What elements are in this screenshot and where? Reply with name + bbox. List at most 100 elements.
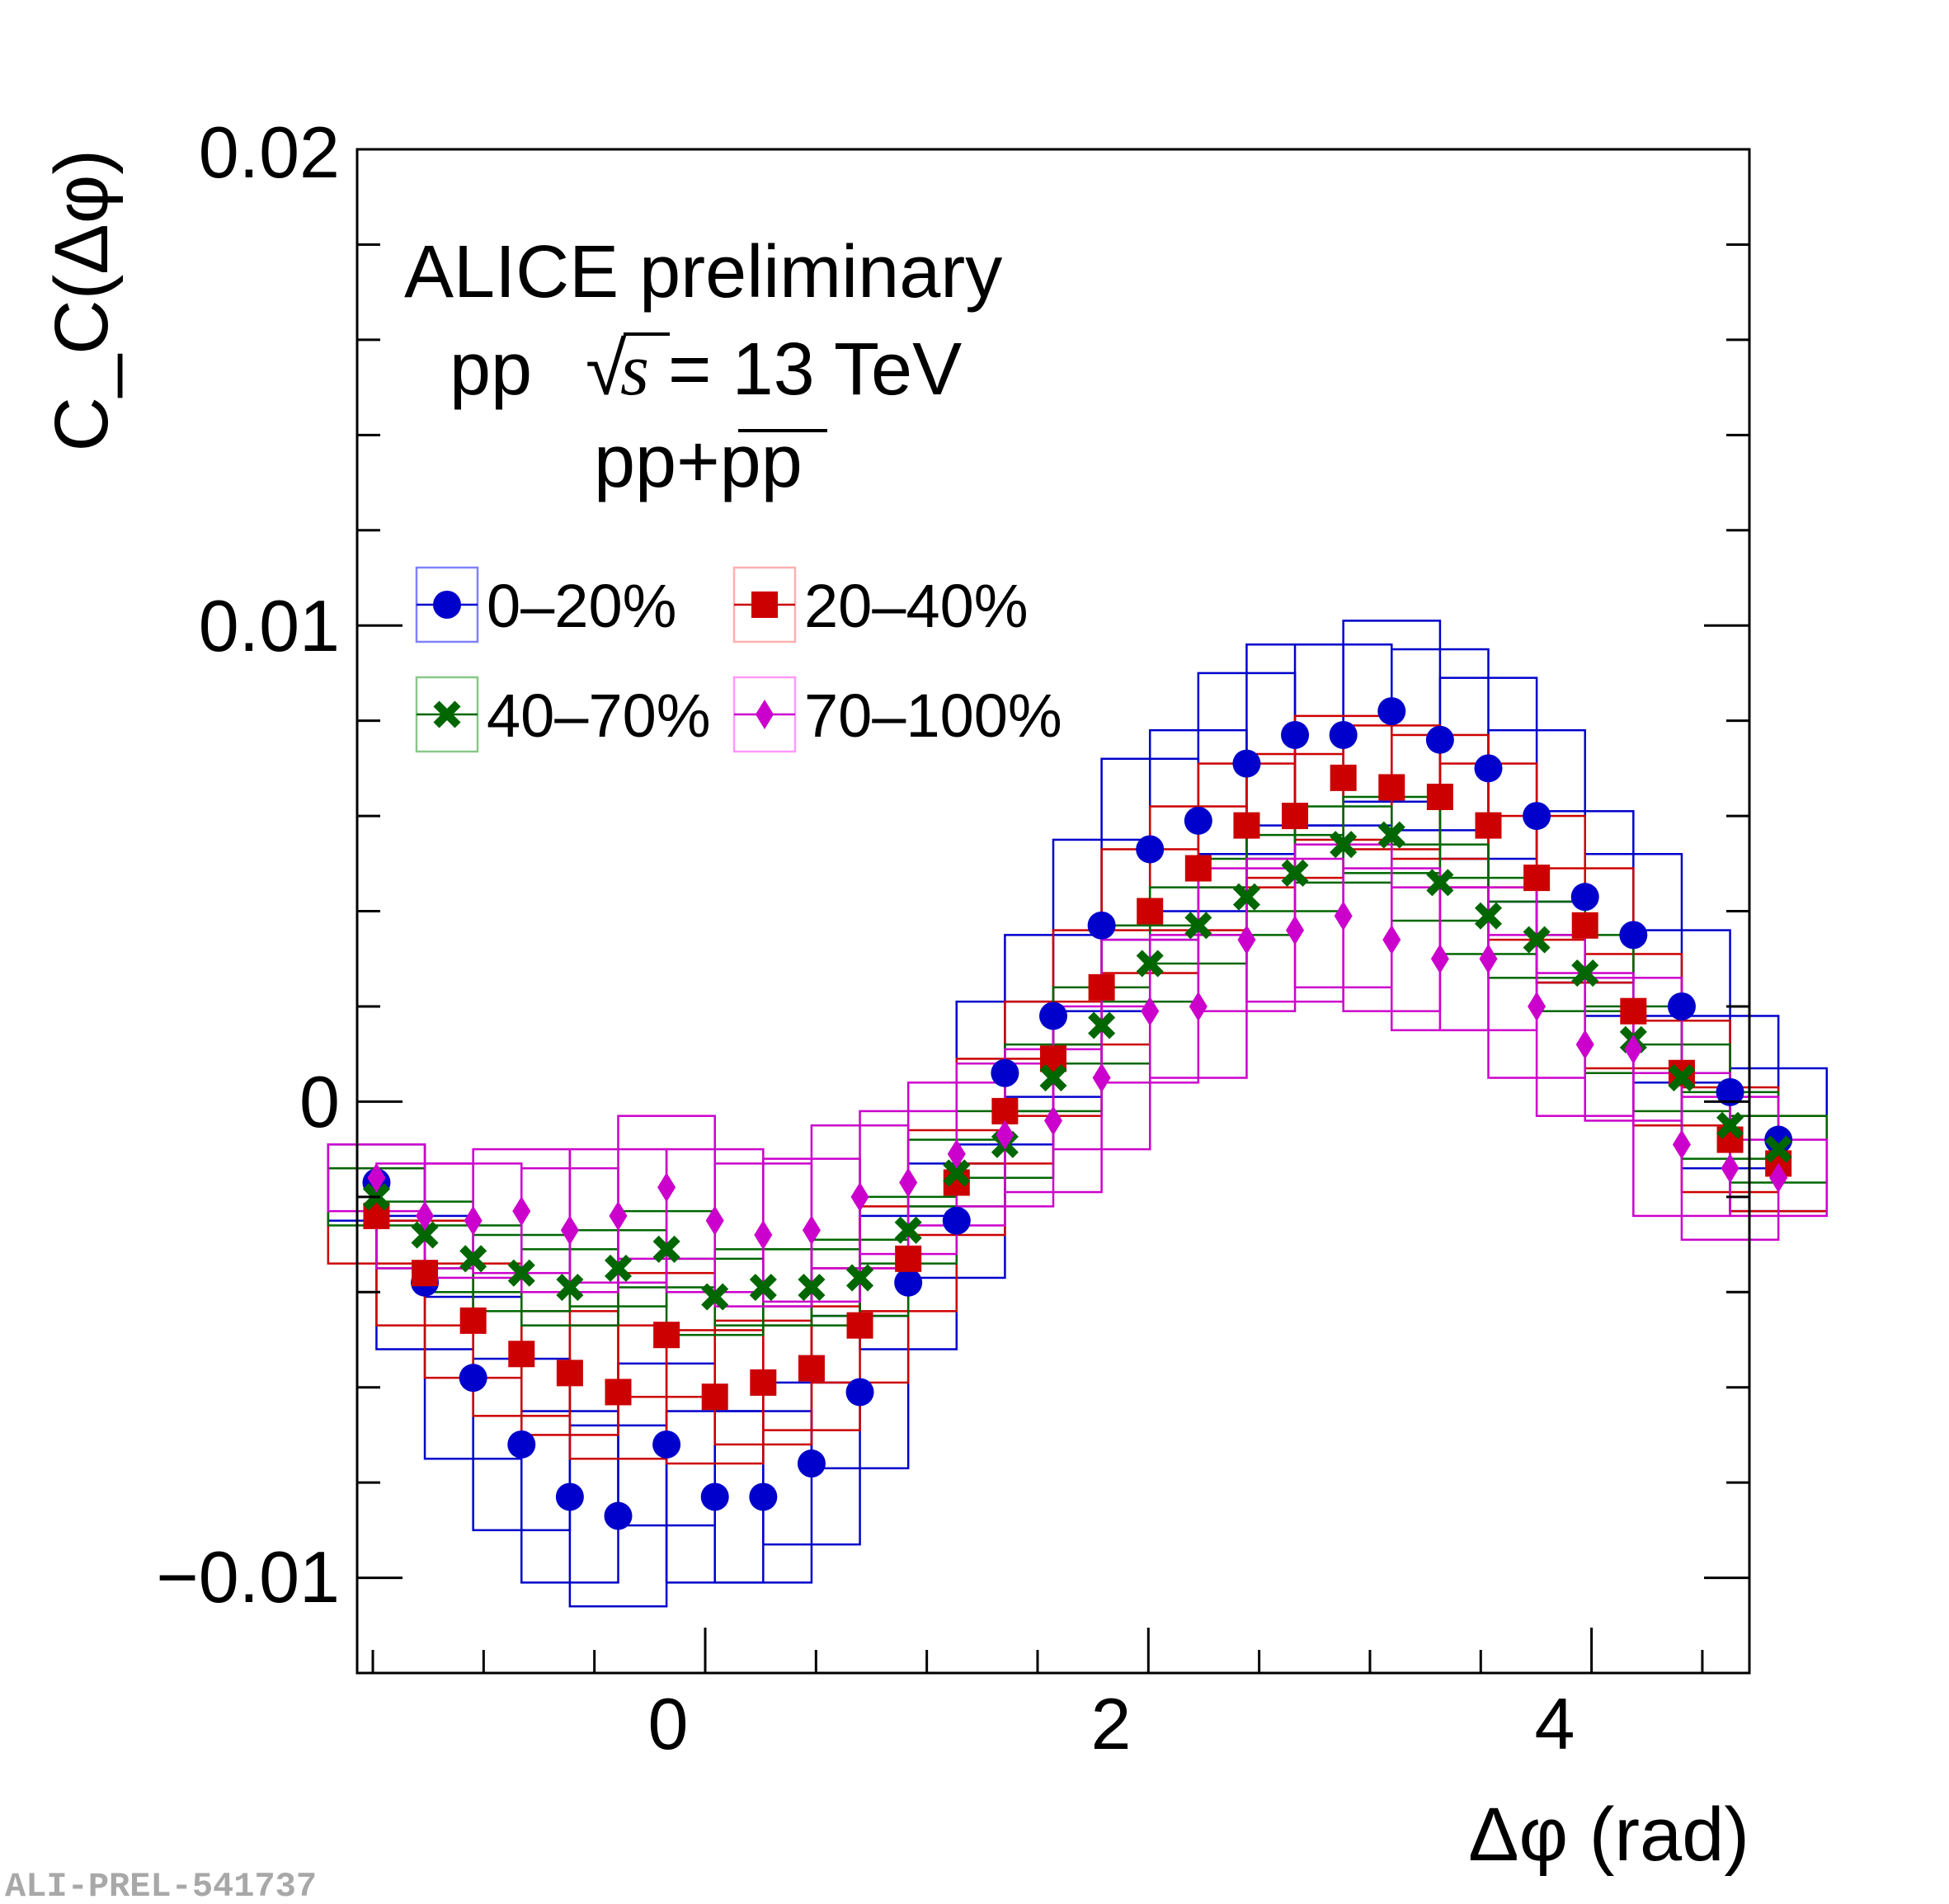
y-tick-label-m001: −0.01 <box>156 1536 340 1618</box>
data-point <box>1088 1011 1116 1039</box>
data-point <box>701 1383 728 1411</box>
data-point <box>416 1200 435 1231</box>
data-point <box>1571 959 1599 987</box>
data-point <box>652 1430 681 1459</box>
data-point <box>507 1259 535 1287</box>
data-point <box>700 1482 729 1511</box>
data-point <box>943 1159 971 1187</box>
y-tick-label-001: 0.01 <box>199 585 340 667</box>
data-point <box>1286 915 1305 945</box>
data-point <box>1136 950 1164 978</box>
data-point <box>1474 902 1503 930</box>
series-markers-3 <box>367 901 1788 1250</box>
data-point <box>1721 1153 1740 1184</box>
data-point <box>1184 855 1212 882</box>
legend-label-70-100: 70–100% <box>804 681 1062 750</box>
energy-label-pp: pp <box>450 328 532 411</box>
data-point <box>1668 1063 1696 1092</box>
data-point <box>754 1219 773 1250</box>
data-point <box>1523 802 1551 831</box>
data-point <box>560 1215 579 1246</box>
series-markers-1 <box>363 764 1792 1411</box>
legend-label-0-20: 0–20% <box>487 572 676 640</box>
data-point <box>1232 883 1260 911</box>
axis-ticks <box>357 148 1749 1675</box>
data-point <box>657 1172 676 1203</box>
data-point <box>367 1162 386 1193</box>
legend-entry-3 <box>732 676 797 753</box>
data-point <box>1570 883 1599 912</box>
data-point <box>942 1206 971 1235</box>
data-point <box>1189 991 1208 1021</box>
data-point <box>1088 973 1115 1001</box>
x-axis-title: Δφ (rad) <box>1468 1793 1749 1877</box>
x-tick-label-2: 2 <box>1091 1683 1132 1765</box>
data-point <box>798 1355 825 1382</box>
data-point <box>1237 925 1256 955</box>
data-point <box>459 1307 487 1334</box>
data-point <box>1184 912 1212 940</box>
data-point <box>749 1273 777 1302</box>
data-point <box>1378 774 1405 801</box>
data-point <box>1377 697 1406 726</box>
data-point <box>609 1200 628 1231</box>
pair-label-text: pp+pp <box>594 421 803 503</box>
x-tick-label-0: 0 <box>648 1683 689 1765</box>
data-point <box>1141 996 1160 1026</box>
y-tick-labels: −0.01 0 0.01 0.02 <box>156 111 340 1618</box>
data-point <box>1281 859 1309 887</box>
data-point <box>1716 1077 1744 1106</box>
data-point <box>1329 720 1358 749</box>
data-point <box>412 1260 439 1287</box>
data-point <box>605 1379 632 1406</box>
data-point <box>604 1254 633 1282</box>
y-axis-title: C_C(Δφ) <box>40 149 124 451</box>
data-point <box>701 1283 729 1311</box>
x-tick-labels: 0 2 4 <box>648 1683 1575 1765</box>
alice-preliminary-label: ALICE preliminary <box>404 231 1002 313</box>
data-markers <box>362 697 1793 1530</box>
data-point <box>556 1360 583 1387</box>
data-point <box>1430 944 1449 974</box>
data-point <box>508 1341 535 1368</box>
y-tick-label-0: 0 <box>299 1061 340 1143</box>
data-point <box>1092 1063 1111 1093</box>
data-point <box>1479 944 1498 974</box>
data-point <box>1716 1111 1744 1139</box>
data-point <box>1528 991 1546 1021</box>
data-point <box>411 1221 439 1249</box>
data-point <box>1382 925 1401 955</box>
data-point <box>1330 764 1357 791</box>
data-point <box>1575 1030 1594 1060</box>
data-point <box>652 1235 680 1263</box>
data-point <box>1620 997 1647 1025</box>
legend-entry-1 <box>732 566 797 643</box>
data-point <box>1426 783 1453 810</box>
data-point <box>705 1205 724 1236</box>
data-point <box>894 1216 922 1244</box>
sqrt-symbol: √ <box>586 328 627 411</box>
data-point <box>1426 869 1454 897</box>
legend-marker <box>433 700 461 728</box>
data-point <box>512 1196 531 1227</box>
legend-marker <box>433 591 461 619</box>
data-point <box>749 1482 778 1511</box>
legend-marker <box>751 591 778 618</box>
data-point <box>1523 865 1551 892</box>
legend-entry-0 <box>415 566 479 643</box>
data-point <box>797 1449 826 1478</box>
legend-label-40-70: 40–70% <box>487 681 711 750</box>
data-point <box>846 1264 874 1292</box>
data-point <box>1184 806 1212 835</box>
data-point <box>750 1369 777 1396</box>
data-point <box>1087 911 1116 940</box>
data-point <box>1571 912 1598 939</box>
data-point <box>459 1364 487 1393</box>
data-point <box>1039 1001 1067 1030</box>
x-tick-label-4: 4 <box>1535 1683 1575 1765</box>
data-point <box>1334 901 1353 931</box>
data-point <box>1330 831 1358 859</box>
data-point <box>653 1322 680 1349</box>
